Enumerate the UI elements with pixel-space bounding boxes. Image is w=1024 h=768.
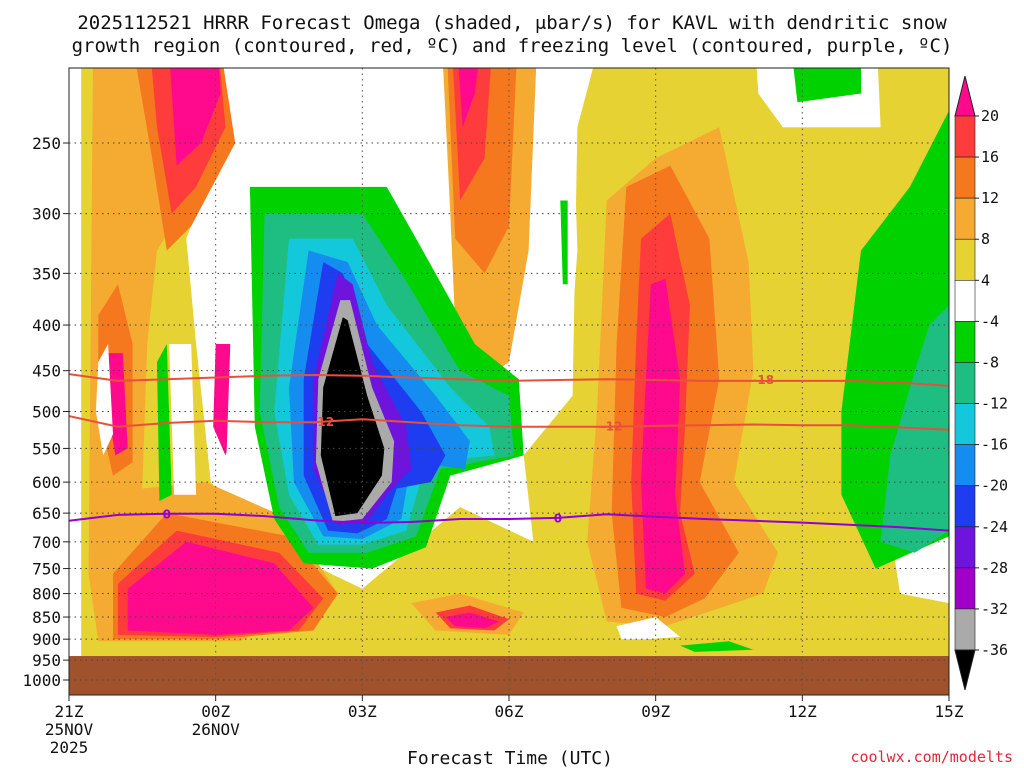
colorbar-swatch-5 (954, 280, 976, 322)
y-tick-label-1000: 1000 (22, 671, 61, 690)
y-tick-label-800: 800 (32, 585, 61, 604)
contour-label-zero-b: 0 (554, 511, 562, 525)
x-tick-date-21Z: 25NOV (45, 720, 94, 739)
colorbar-swatch-10 (954, 485, 976, 528)
omega-region-32 (793, 68, 861, 103)
omega-region-29 (616, 617, 681, 640)
y-tick-label-300: 300 (32, 205, 61, 224)
colorbar-swatch-13 (954, 608, 976, 651)
colorbar-swatch-4 (954, 238, 976, 281)
dgz-minus12-contour (69, 415, 949, 431)
chart-title-line1: 2025112521 HRRR Forecast Omega (shaded, … (77, 12, 947, 34)
y-tick-label-500: 500 (32, 403, 61, 422)
omega-region-43 (320, 317, 385, 517)
chart-title-line2: growth region (contoured, red, ºC) and f… (72, 35, 953, 57)
dgz-minus18-contour (69, 373, 949, 387)
colorbar-swatch-2 (954, 156, 976, 199)
colorbar-swatch-12 (954, 567, 976, 610)
omega-shading (81, 68, 949, 661)
y-tick-label-400: 400 (32, 316, 61, 335)
y-tick-label-850: 850 (32, 608, 61, 627)
colorbar-label-7: -12 (981, 395, 1008, 413)
colorbar-swatch-6 (954, 321, 976, 363)
omega-region-22 (641, 278, 685, 594)
contour-label-zero-a: 0 (163, 507, 171, 521)
colorbar-label-6: -8 (981, 353, 999, 371)
colorbar-label-9: -20 (981, 477, 1008, 495)
colorbar-swatch-8 (954, 403, 976, 445)
contour-label-minus12-b: -12 (601, 420, 623, 434)
omega-region-5 (170, 68, 221, 166)
colorbar-bottom-arrow (954, 649, 976, 691)
x-tick-year-21Z: 2025 (50, 738, 89, 757)
omega-region-35 (680, 641, 754, 652)
x-axis-label: Forecast Time (UTC) (407, 748, 613, 768)
x-tick-label-00Z: 00Z (201, 702, 230, 721)
colorbar-label-2: 12 (981, 189, 999, 207)
y-axis-ticks: 250 300 350 400 450 500 550 600 650 700 750 800 850 9… (22, 134, 69, 690)
colorbar-label-8: -16 (981, 436, 1008, 454)
colorbar-label-13: -36 (981, 641, 1008, 659)
y-tick-label-650: 650 (32, 504, 61, 523)
colorbar-swatch-1 (954, 115, 976, 158)
omega-region-10 (127, 541, 314, 635)
colorbar-top-arrow (954, 75, 976, 117)
y-tick-label-550: 550 (32, 439, 61, 458)
x-tick-label-15Z: 15Z (935, 702, 964, 721)
x-tick-label-06Z: 06Z (495, 702, 524, 721)
colorbar-label-11: -28 (981, 559, 1008, 577)
y-tick-label-350: 350 (32, 264, 61, 283)
y-tick-label-900: 900 (32, 630, 61, 649)
omega-region-31 (560, 200, 568, 285)
y-tick-label-700: 700 (32, 533, 61, 552)
colorbar-label-4: 4 (981, 271, 990, 289)
omega-region-24 (169, 344, 197, 495)
colorbar-swatch-11 (954, 526, 976, 569)
colorbar-swatch-7 (954, 362, 976, 404)
y-tick-label-600: 600 (32, 473, 61, 492)
credit-link[interactable]: coolwx.com/modelts (850, 748, 1013, 766)
omega-region-7 (108, 353, 128, 456)
omega-region-14 (445, 612, 500, 629)
ground-fill (69, 656, 949, 695)
colorbar-swatch-3 (954, 197, 976, 240)
y-tick-label-450: 450 (32, 362, 61, 381)
omega-region-26 (543, 93, 578, 396)
x-tick-date-00Z: 26NOV (192, 720, 241, 739)
x-tick-label-03Z: 03Z (348, 702, 377, 721)
contour-label-minus12-a: -12 (312, 415, 334, 429)
y-tick-label-250: 250 (32, 134, 61, 153)
freezing-level-contour (69, 512, 949, 532)
colorbar-label-0: 20 (981, 107, 999, 125)
colorbar-label-10: -24 (981, 518, 1008, 536)
colorbar: 20 16 12 8 4 -4 -8 -12 -16 -20 -24 -28 -32 -36 (954, 75, 1008, 691)
contour-lines: -18 -12 -12 0 0 (69, 373, 949, 532)
y-tick-label-950: 950 (32, 651, 61, 670)
y-tick-label-750: 750 (32, 560, 61, 579)
colorbar-label-3: 8 (981, 230, 990, 248)
omega-region-23 (95, 344, 113, 456)
colorbar-label-1: 16 (981, 148, 999, 166)
omega-region-2 (88, 68, 338, 642)
x-tick-label-21Z: 21Z (55, 702, 84, 721)
colorbar-label-5: -4 (981, 312, 999, 330)
x-tick-label-12Z: 12Z (788, 702, 817, 721)
colorbar-swatch-9 (954, 444, 976, 486)
omega-region-18 (458, 68, 479, 128)
x-tick-label-09Z: 09Z (641, 702, 670, 721)
colorbar-label-12: -32 (981, 600, 1008, 618)
contour-label-minus18: -18 (752, 373, 774, 387)
